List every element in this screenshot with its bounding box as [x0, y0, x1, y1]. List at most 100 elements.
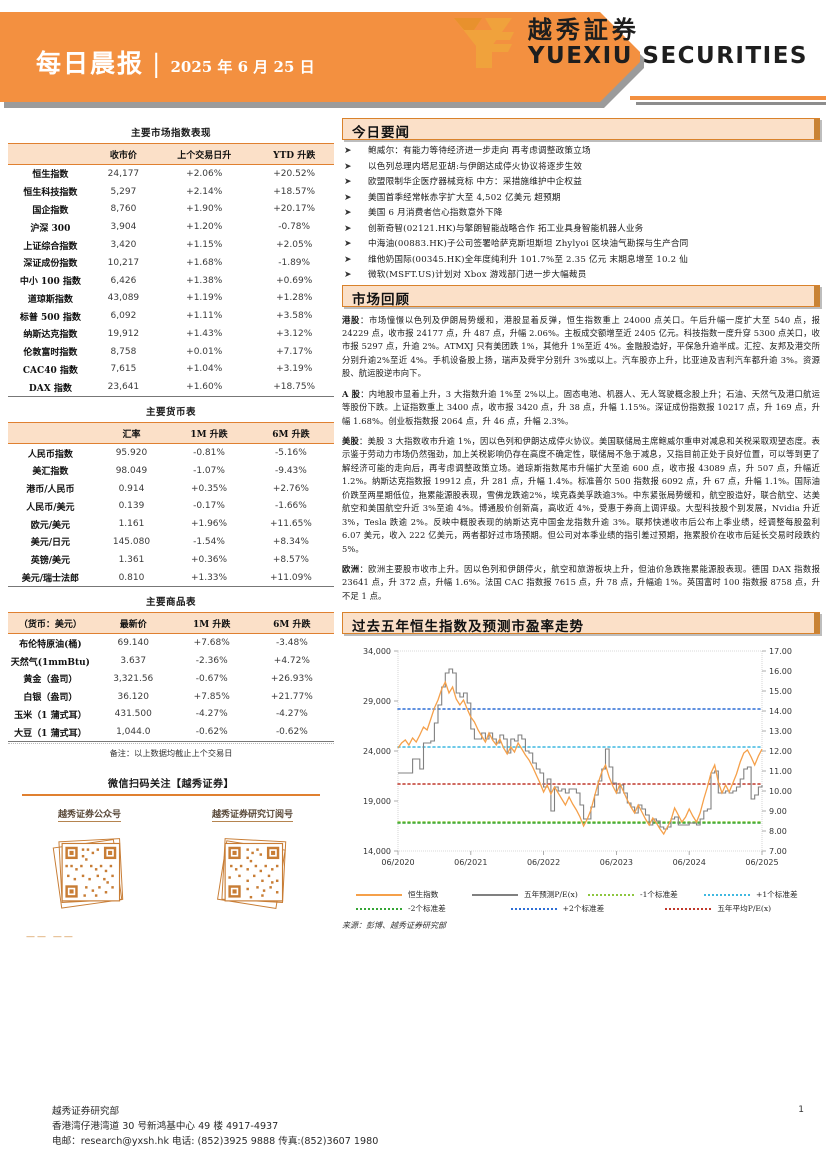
arrow-bullet-icon: ➤	[344, 239, 352, 249]
section-header-review: 市场回顾	[342, 284, 820, 308]
row-label: 上证综合指数	[23, 241, 78, 252]
cell-value: 145.080	[112, 536, 151, 547]
cell-value: +1.68%	[186, 257, 223, 268]
cell-value: 6,426	[110, 275, 137, 286]
news-headline: 以色列总理内塔尼亚胡:与伊朗达成停火协议将逐步生效	[368, 161, 583, 172]
currency-table-body: 人民币指数 95.920 -0.81% -5.16% 美汇指数 98.049 -1.07% -…	[8, 444, 334, 588]
svg-text:8.00: 8.00	[769, 827, 787, 836]
table-row: 天然气(1mmBtu) 3.637 -2.36% +4.72%	[8, 652, 334, 670]
paragraph-label: 港股	[342, 314, 360, 325]
header-rule-orange	[630, 96, 826, 100]
table-header-row: 汇率 1M 升跌 6M 升跌	[8, 422, 334, 445]
qr-code-icon	[52, 838, 123, 909]
news-headline: 美国首季经常帐赤字扩大至 4,502 亿美元 超预期	[368, 192, 561, 203]
commodity-table-block: 主要商品表 （货币：美元） 最新价 1M 升跌 6M 升跌 布伦特原油(桶) 69…	[8, 587, 334, 759]
cell-value: +7.85%	[193, 691, 230, 702]
legend-row-2: -2个标准差 +2个标准差 五年平均P/E(x)	[342, 903, 820, 914]
arrow-bullet-icon: ➤	[344, 146, 352, 156]
svg-text:06/2021: 06/2021	[454, 858, 487, 867]
news-item[interactable]: ➤ 欧盟限制华企医疗器械竞标 中方：采措施维护中企权益	[342, 176, 820, 190]
arrow-bullet-icon: ➤	[344, 177, 352, 187]
cell-value: -4.27%	[195, 709, 228, 720]
qr-label-public-account: 越秀证券公众号	[57, 807, 121, 823]
table-row: 道琼斯指数 43,089 +1.19% +1.28%	[8, 289, 334, 307]
svg-text:34,000: 34,000	[363, 647, 391, 656]
index-table-caption: 主要市场指数表现	[130, 128, 211, 139]
legend-label: +1个标准差	[756, 890, 798, 900]
review-paragraph: 美股：美股 3 大指数收市升逾 1%，因以色列和伊朗达成停火协议。美国联储局主席…	[342, 435, 820, 556]
news-item[interactable]: ➤ 微软(MSFT.US)计划对 Xbox 游戏部门进一步大幅裁员	[342, 269, 820, 283]
paragraph-text: ：内地股市显着上升，3 大指数升逾 1%至 2%以上。固态电池、机器人、无人驾驶…	[342, 388, 820, 426]
cell-value: +0.35%	[190, 483, 228, 494]
cell-value: +7.17%	[276, 346, 313, 357]
news-item[interactable]: ➤ 以色列总理内塔尼亚胡:与伊朗达成停火协议将逐步生效	[342, 161, 820, 175]
cell-value: +1.43%	[186, 328, 223, 339]
arrow-bullet-icon: ➤	[344, 161, 352, 172]
review-paragraph: A 股：内地股市显着上升，3 大指数升逾 1%至 2%以上。固态电池、机器人、无…	[342, 388, 820, 428]
cell-value: +1.11%	[186, 311, 223, 322]
cell-value: 69.140	[117, 638, 149, 649]
section-header-chart: 过去五年恒生指数及预测市盈率走势	[342, 612, 820, 635]
currency-table-block: 主要货币表 汇率 1M 升跌 6M 升跌 人民币指数 95.920 -0.81% -5…	[8, 397, 334, 588]
row-label: 标普 500 指数	[19, 312, 81, 323]
currency-table-caption: 主要货币表	[145, 407, 196, 419]
svg-text:14,000: 14,000	[363, 847, 391, 856]
row-label: DAX 指数	[8, 378, 93, 398]
news-headline: 维他奶国际(00345.HK)全年度纯利升 101.7%至 2.35 亿元 末期…	[368, 254, 688, 265]
legend-label: 恒生指数	[408, 890, 439, 900]
news-item[interactable]: ➤ 中海油(00883.HK)子公司签署哈萨克斯坦斯坦 Zhylyoi 区块油气勘…	[342, 238, 820, 252]
cell-value: +2.76%	[272, 483, 309, 494]
review-paragraph: 欧洲：欧洲主要股市收市上升。因以色列和伊朗停火，航空和旅游板块上升，但油价急跌拖…	[342, 563, 820, 603]
svg-text:10.00: 10.00	[769, 787, 792, 796]
row-label: 恒生科技指数	[23, 188, 78, 199]
legend-swatch	[510, 907, 557, 910]
arrow-bullet-icon: ➤	[344, 192, 352, 203]
table-row: 标普 500 指数 6,092 +1.11% +3.58%	[8, 307, 334, 325]
col-header-ytd: YTD 升跌	[254, 143, 334, 165]
cell-value: +3.58%	[276, 311, 313, 322]
legend-swatch	[588, 893, 634, 896]
news-headline: 中海油(00883.HK)子公司签署哈萨克斯坦斯坦 Zhylyoi 区块油气勘探…	[368, 239, 689, 249]
news-item[interactable]: ➤ 美国 6 月消费者信心指数意外下降	[342, 207, 820, 221]
page-footer: 越秀证券研究部 香港湾仔港湾道 30 号新鸿基中心 49 楼 4917-4937…	[0, 1095, 826, 1169]
cell-value: 3,420	[110, 240, 137, 251]
news-item[interactable]: ➤ 美国首季经常帐赤字扩大至 4,502 亿美元 超预期	[342, 192, 820, 206]
legend-item: 五年平均P/E(x)	[665, 903, 820, 914]
svg-text:29,000: 29,000	[363, 697, 391, 706]
table-row: 国企指数 8,760 +1.90% +20.17%	[8, 201, 334, 219]
row-label: 玉米（1 蒲式耳）	[14, 710, 87, 721]
news-headline: 欧盟限制华企医疗器械竞标 中方：采措施维护中企权益	[368, 177, 582, 187]
page-header: 每日晨报 | 2025 年 6 月 25 日 越秀証券 YUEXIU SECURIT…	[0, 0, 826, 118]
table-row: 黄金（盎司） 3,321.56 -0.67% +26.93%	[8, 670, 334, 688]
cell-value: -9.43%	[275, 465, 307, 476]
brand-logo: 越秀証券 YUEXIU SECURITIES	[452, 12, 808, 74]
qr-image-research-account[interactable]	[178, 832, 328, 914]
arrow-bullet-icon: ➤	[344, 270, 352, 280]
table-row: 美汇指数 98.049 -1.07% -9.43%	[8, 462, 334, 480]
cell-value: +1.90%	[186, 204, 223, 215]
review-paragraph: 港股：市场憧憬以色列及伊朗局势缓和，港股显着反弹，恒生指数重上 24000 点关…	[342, 314, 820, 381]
col-header-1m: 1M 升跌	[170, 422, 248, 445]
table-row: 上证综合指数 3,420 +1.15% +2.05%	[8, 236, 334, 254]
legend-item: +2个标准差	[510, 903, 666, 914]
cell-value: +18.75%	[254, 378, 334, 398]
svg-text:15.00: 15.00	[769, 687, 792, 696]
table-row: 深证成份指数 10,217 +1.68% -1.89%	[8, 254, 334, 272]
qr-label-research-account: 越秀证券研究订阅号	[211, 807, 293, 823]
row-label: 纳斯达克指数	[23, 330, 78, 341]
cell-value: 0.810	[92, 568, 171, 588]
qr-image-public-account[interactable]	[15, 832, 165, 914]
cell-value: 5,297	[110, 186, 137, 197]
svg-text:19,000: 19,000	[363, 797, 391, 806]
chart-block: 过去五年恒生指数及预测市盈率走势 14,000 19,000 24,000 29,00…	[342, 612, 820, 931]
cell-value: -2.36%	[195, 656, 228, 667]
news-item[interactable]: ➤ 维他奶国际(00345.HK)全年度纯利升 101.7%至 2.35 亿元 末…	[342, 254, 820, 268]
chart-legend: 恒生指数 五年预测P/E(x) -1个标准差 +1个标准差 -2个标准差 +2个标准差 五…	[342, 889, 820, 914]
cell-value: +8.57%	[272, 554, 309, 565]
legend-item: -2个标准差	[356, 903, 511, 914]
row-label: 沪深 300	[30, 223, 71, 234]
table-row: CAC40 指数 7,615 +1.04% +3.19%	[8, 361, 334, 379]
footer-contact: 越秀证券研究部 香港湾仔港湾道 30 号新鸿基中心 49 楼 4917-4937…	[52, 1105, 378, 1150]
news-item[interactable]: ➤ 创新奇智(02121.HK)与擎朗智能战略合作 拓工业具身智能机器人业务	[342, 223, 820, 237]
news-item[interactable]: ➤ 鲍威尔：有能力等待经济进一步走向 再考虑调整政策立场	[342, 145, 820, 159]
